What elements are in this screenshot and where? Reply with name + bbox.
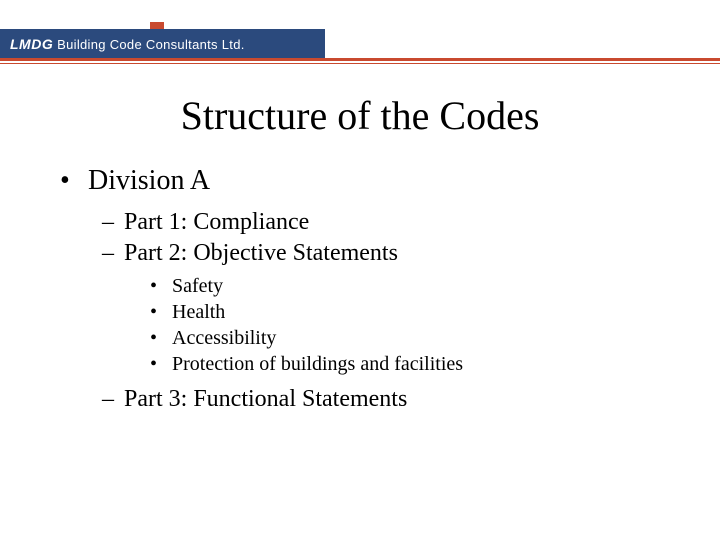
bullet-dot-icon: • (150, 353, 172, 376)
dash-icon: – (102, 240, 124, 267)
bullet-dot-icon: • (150, 275, 172, 298)
bullet-dot-icon: • (150, 327, 172, 350)
bullet-level3: • Health (150, 301, 660, 324)
slide-title: Structure of the Codes (0, 92, 720, 139)
slide-body: • Division A – Part 1: Compliance – Part… (60, 165, 660, 417)
dash-icon: – (102, 386, 124, 413)
level2-text: Part 1: Compliance (124, 209, 309, 236)
level1-text: Division A (88, 165, 210, 197)
level2-text: Part 2: Objective Statements (124, 240, 398, 267)
level3-text: Accessibility (172, 327, 276, 350)
dash-icon: – (102, 209, 124, 236)
bullet-level1: • Division A (60, 165, 660, 197)
header-logo-bar: LMDG Building Code Consultants Ltd. (0, 29, 325, 58)
bullet-level2: – Part 3: Functional Statements (102, 386, 660, 413)
level2-group: – Part 1: Compliance – Part 2: Objective… (60, 209, 660, 413)
bullet-level3: • Safety (150, 275, 660, 298)
level3-text: Protection of buildings and facilities (172, 353, 463, 376)
bullet-dot-icon: • (150, 301, 172, 324)
logo-text: LMDG Building Code Consultants Ltd. (10, 36, 245, 52)
bullet-dot-icon: • (60, 165, 88, 197)
bullet-level3: • Accessibility (150, 327, 660, 350)
logo-rest: Building Code Consultants Ltd. (53, 37, 244, 52)
bullet-level2: – Part 1: Compliance (102, 209, 660, 236)
header-rule-thin (0, 63, 720, 64)
bullet-level3: • Protection of buildings and facilities (150, 353, 660, 376)
level3-group: • Safety • Health • Accessibility • Prot… (60, 275, 660, 376)
level3-text: Safety (172, 275, 223, 298)
header-rule-thick (0, 58, 720, 61)
level2-text: Part 3: Functional Statements (124, 386, 407, 413)
logo-prefix: LMDG (10, 36, 53, 52)
bullet-level2: – Part 2: Objective Statements (102, 240, 660, 267)
level3-text: Health (172, 301, 225, 324)
header-accent-notch (150, 22, 164, 29)
